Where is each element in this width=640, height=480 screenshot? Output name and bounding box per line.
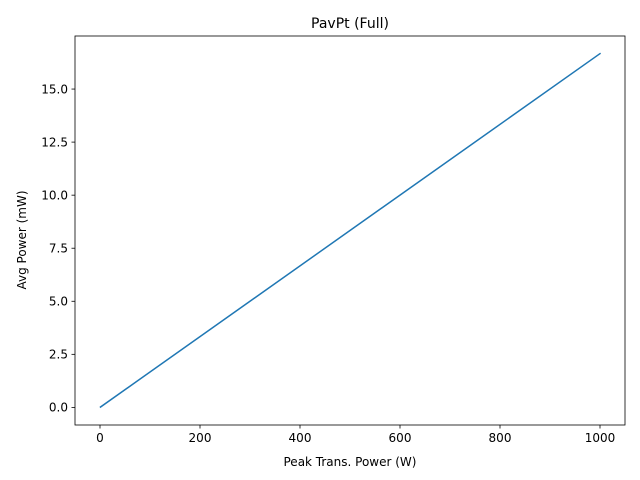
x-tick-label: 1000 — [585, 431, 616, 445]
y-axis: 0.0 2.5 5.0 7.5 10.0 12.5 15.0 — [41, 82, 75, 414]
x-tick-label: 200 — [189, 431, 212, 445]
x-axis-label: Peak Trans. Power (W) — [284, 455, 417, 469]
y-tick-label: 7.5 — [49, 242, 68, 256]
x-tick-label: 800 — [489, 431, 512, 445]
x-tick-label: 600 — [389, 431, 412, 445]
x-axis: 0 200 400 600 800 1000 — [96, 425, 615, 445]
series-layer — [101, 54, 601, 407]
x-tick-label: 0 — [96, 431, 104, 445]
y-tick-label: 2.5 — [49, 348, 68, 362]
y-tick-label: 15.0 — [41, 82, 68, 96]
chart-title: PavPt (Full) — [311, 16, 389, 32]
series-line-0 — [101, 54, 601, 407]
y-tick-label: 12.5 — [41, 135, 68, 149]
y-tick-label: 10.0 — [41, 188, 68, 202]
y-axis-label: Avg Power (mW) — [15, 190, 29, 289]
y-tick-label: 5.0 — [49, 295, 68, 309]
x-tick-label: 400 — [289, 431, 312, 445]
y-tick-label: 0.0 — [49, 401, 68, 415]
